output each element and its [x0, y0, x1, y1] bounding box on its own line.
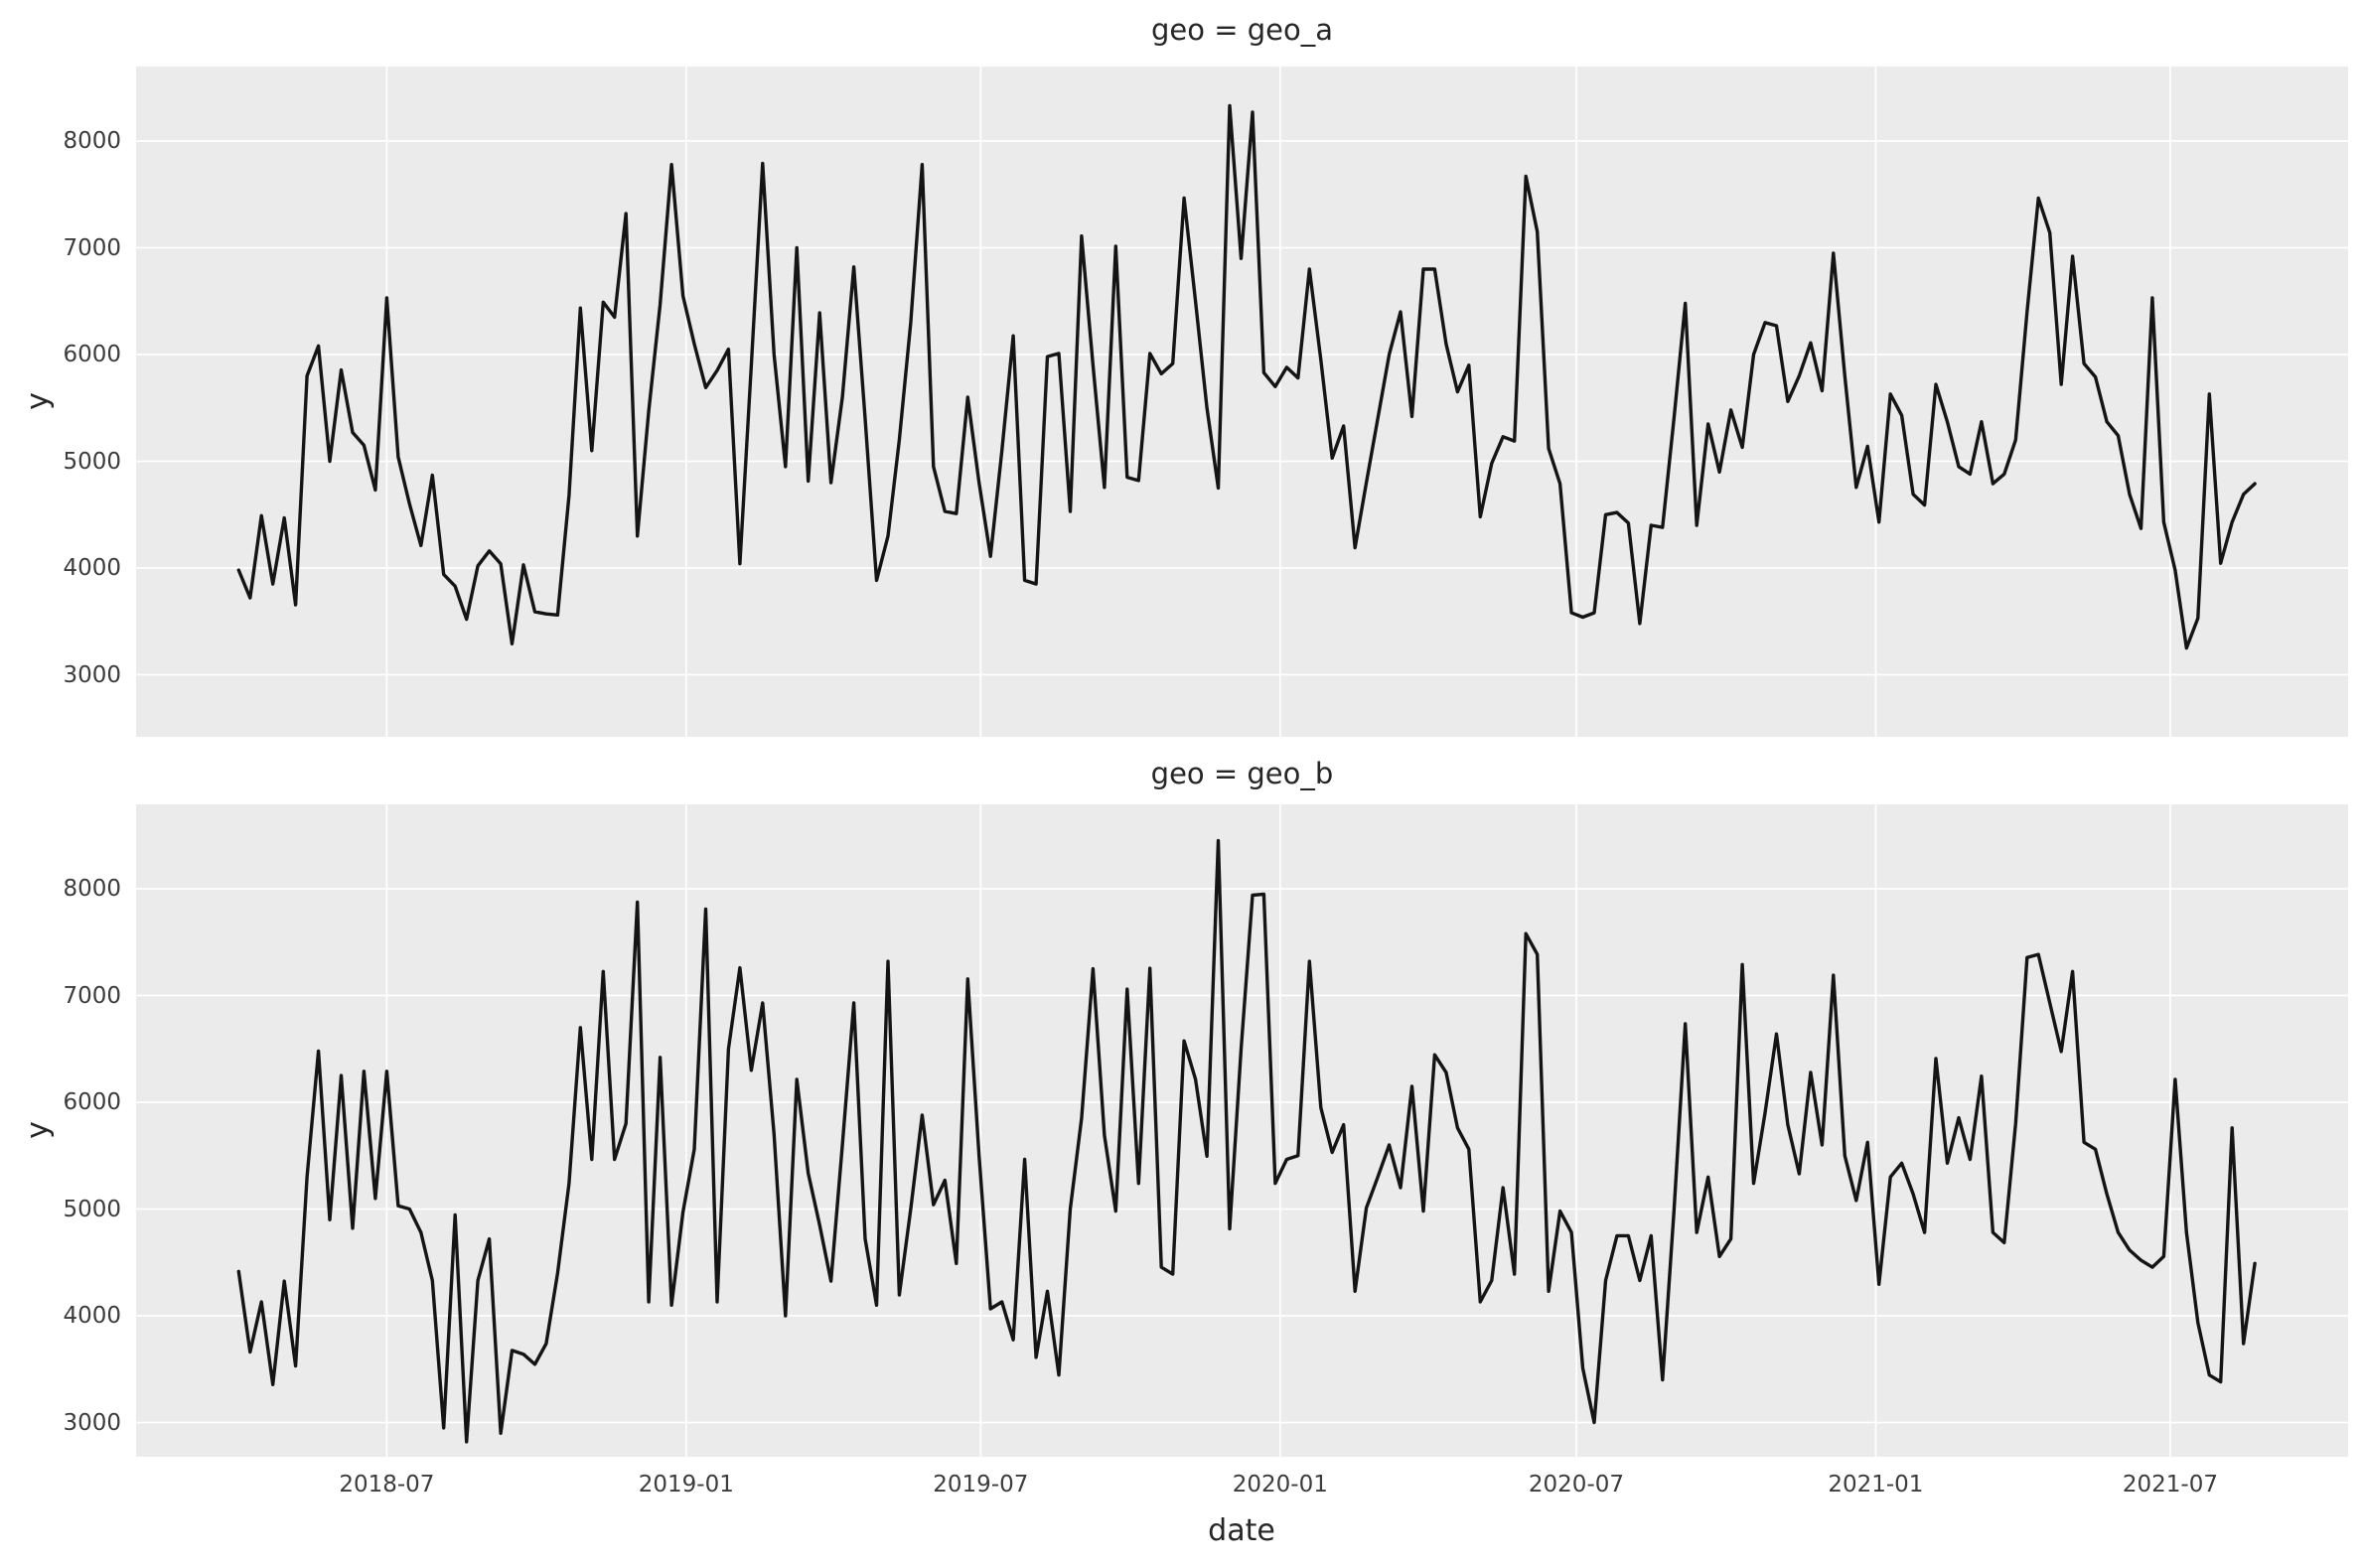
y-tick-label: 8000 [63, 876, 121, 902]
facet-title-geo-a: geo = geo_a [1151, 13, 1333, 47]
chart-svg-geo_b [136, 804, 2348, 1457]
plot-area-geo-b [136, 804, 2348, 1457]
y-tick-label: 4000 [63, 1303, 121, 1329]
x-tick-label: 2021-07 [2122, 1472, 2218, 1497]
y-tick-label: 5000 [63, 448, 121, 475]
x-tick-label: 2019-01 [638, 1472, 734, 1497]
chart-svg-geo_a [136, 67, 2348, 737]
y-tick-label: 7000 [63, 982, 121, 1009]
series-line-geo_a [236, 103, 2257, 650]
x-tick-label: 2019-07 [933, 1472, 1029, 1497]
y-tick-label: 3000 [63, 1409, 121, 1436]
y-tick-label: 5000 [63, 1196, 121, 1222]
x-tick-label: 2020-01 [1232, 1472, 1328, 1497]
x-axis-label: date [1208, 1513, 1275, 1548]
y-axis-label-geo-a: y [20, 392, 56, 410]
y-tick-label: 8000 [63, 128, 121, 154]
series-line-geo_b [236, 838, 2257, 1444]
y-tick-label: 4000 [63, 555, 121, 581]
y-tick-label: 6000 [63, 1089, 121, 1115]
x-tick-label: 2021-01 [1828, 1472, 1924, 1497]
plot-area-geo-a [136, 67, 2348, 737]
y-tick-label: 7000 [63, 234, 121, 261]
y-tick-label: 6000 [63, 342, 121, 367]
y-tick-label: 3000 [63, 661, 121, 688]
x-tick-label: 2020-07 [1528, 1472, 1625, 1497]
y-axis-label-geo-b: y [20, 1121, 56, 1139]
x-tick-label: 2018-07 [339, 1472, 435, 1497]
facet-title-geo-b: geo = geo_b [1150, 757, 1334, 790]
